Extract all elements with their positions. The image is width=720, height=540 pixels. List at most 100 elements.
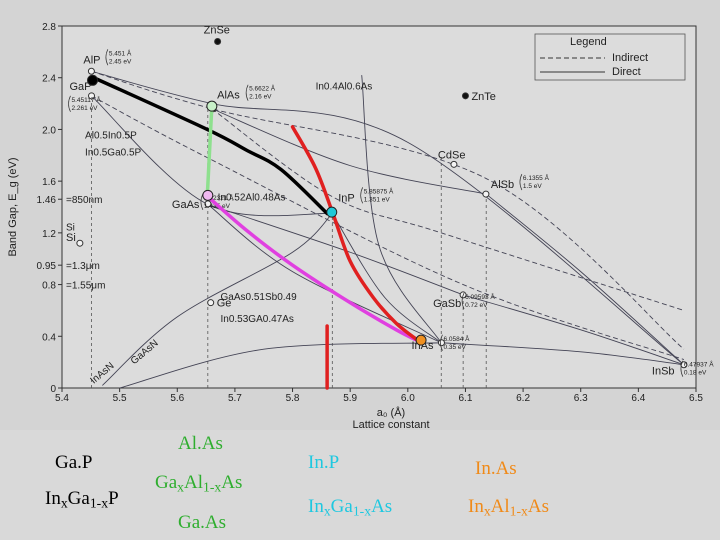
x-tick-label: 6.4 [631,393,645,404]
material-info-text: 6.09593 Å [465,292,495,301]
direct-gap-line [331,213,442,344]
material-info-text: 6.1355 Å [523,173,550,182]
legend-entry-direct: Direct [612,66,641,78]
caption-inas: In.As [475,458,517,479]
x-tick-label: 6.2 [516,393,530,404]
info-bracket-left [680,360,684,377]
material-label: GaP [70,81,92,93]
material-info-text: 2.16 eV [249,94,272,101]
material-info-text: 0.35 eV [443,344,466,351]
direct-gap-line [485,193,685,366]
wavelength-label: =850nm [66,195,102,206]
highlight-point [326,206,338,218]
material-info-text: 5.6622 Å [249,84,276,93]
highlight-point [87,74,99,86]
caption-ingaas: InxGa1-xAs [308,496,393,519]
info-bracket-left [245,84,249,101]
highlight-curve-red [290,125,422,344]
material-info-text: 0.18 eV [684,370,707,377]
caption-ingap: InxGa1-xP [45,488,119,511]
info-bracket-left [461,292,465,310]
y-tick-label: 2.4 [42,74,56,85]
material-info-text: 6.47937 Å [684,360,714,369]
alloy-label: In0.5Ga0.5P [85,147,141,158]
material-info-text: 2.261 eV [72,105,99,112]
indirect-gap-line [91,70,685,350]
x-tick-label: 5.6 [170,393,184,404]
material-info-text: 5.45117 Å [72,95,102,104]
x-tick-label: 5.4 [55,393,69,404]
highlight-point [415,334,427,346]
info-bracket-left [68,95,71,112]
material-info-text: 0.72 eV [465,302,488,309]
y-tick-label: 1.2 [42,229,56,240]
direct-gap-line [91,70,685,366]
material-point [482,190,490,198]
direct-gap-line [211,108,487,195]
x-axis-label-2: Lattice constant [352,419,429,430]
y-tick-label: 2.8 [42,22,56,33]
material-info-text: 2.45 eV [109,58,132,65]
x-axis-label: a₀ (Å) [377,406,405,419]
direct-gap-line [207,204,442,344]
highlight-point [206,100,218,112]
material-info-text: 1.351 eV [364,196,391,203]
x-tick-label: 5.8 [286,393,300,404]
direct-gap-line [441,342,684,366]
direct-gap-line [102,213,333,386]
y-tick-label: 2.0 [42,125,56,136]
y-tick-label: 0.4 [42,332,56,343]
material-label: AlP [83,54,100,66]
alloy-label: GaAs0.51Sb0.49 [221,292,298,303]
direct-gap-line [119,342,442,389]
material-label: InSb [652,366,675,378]
wavelength-label: =1.55μm [66,281,105,292]
y-tick-label: 0.8 [42,281,56,292]
info-bracket-left [105,49,109,66]
y-axis-label: Band Gap, E_g (eV) [7,157,19,256]
highlight-curve-green [205,104,214,199]
alloy-label: Al0.5In0.5P [85,130,137,141]
material-label: CdSe [438,149,466,161]
direct-gap-line [361,75,442,343]
material-label: Si [66,232,76,244]
material-point [214,38,222,46]
highlight-curve-magenta [206,194,422,344]
material-label: AlAs [217,90,240,102]
material-label: ZnTe [471,91,495,103]
caption-gap: Ga.P [55,452,93,473]
direct-gap-line [207,203,464,296]
chart-svg: 0 0.4 0.8 0.95 1.2 1.46 1.6 2.0 2.4 2.8 5.4 5.5 5.6 5… [7,22,715,430]
material-label: GaAs [172,199,200,211]
info-bracket-left [519,173,523,191]
alloy-label: In0.53GA0.47As [221,314,294,325]
material-point [76,239,84,247]
material-info-text: 5.85875 Å [364,186,394,195]
indirect-gap-line [91,95,685,360]
material-point [461,92,469,100]
x-tick-label: 5.5 [113,393,127,404]
y-tick-label: 0 [50,384,56,395]
caption-inp: In.P [308,452,340,473]
x-tick-label: 6.5 [689,393,703,404]
material-info-text: 5.62321 Å [204,193,234,202]
wavelength-label: =1.3μm [66,261,100,272]
x-tick-label: 6.3 [574,393,588,404]
caption-gaalas: GaxAl1-xAs [155,472,243,495]
legend-entry-indirect: Indirect [612,52,648,64]
caption-alas: Al.As [178,433,223,454]
legend-title: Legend [570,36,607,48]
material-point [88,92,96,100]
highlight-curve-black [94,77,329,216]
wavelength-label: Si [66,222,75,233]
x-tick-label: 5.7 [228,393,242,404]
x-tick-label: 6.1 [459,393,473,404]
x-tick-label: 5.9 [343,393,357,404]
material-info-text: 5.451 Å [109,48,132,57]
y-tick-label: 1.46 [37,195,57,206]
material-point [87,67,95,75]
material-info-text: 1.5 eV [523,183,542,190]
plot-area [61,25,697,389]
material-point [680,361,688,369]
info-bracket-left [360,187,364,204]
